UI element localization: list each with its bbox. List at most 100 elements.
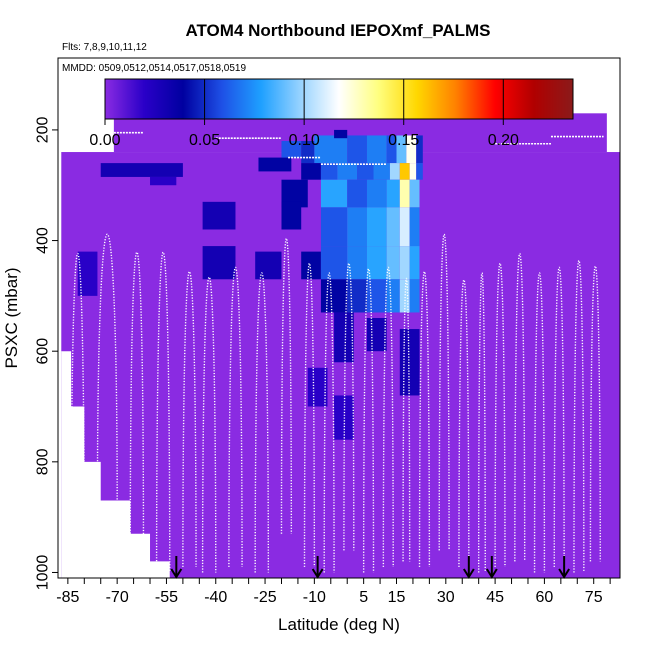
flight-track xyxy=(438,233,450,551)
x-axis-label: Latitude (deg N) xyxy=(278,615,400,634)
y-tick-label: 1000 xyxy=(35,555,52,591)
x-tick-label: -40 xyxy=(204,589,227,606)
heatmap-cell xyxy=(314,135,328,164)
heatmap-cell xyxy=(255,251,282,280)
heatmap-cell xyxy=(347,135,367,164)
heatmap-cell xyxy=(409,179,420,208)
heatmap-cell xyxy=(389,163,400,180)
flight-track xyxy=(155,251,171,573)
heatmap-cell xyxy=(337,163,358,180)
heatmap-cell xyxy=(409,246,420,280)
x-tick-label: -10 xyxy=(303,589,326,606)
heatmap-cell xyxy=(150,176,177,186)
heatmap-cell xyxy=(320,207,348,247)
heatmap-cell xyxy=(320,279,348,313)
heatmap-cell xyxy=(386,135,397,164)
heatmap-cell xyxy=(357,163,374,180)
colorbar-tick-label: 0.00 xyxy=(89,132,120,149)
heatmap-cell xyxy=(77,251,98,296)
flight-track xyxy=(418,271,431,567)
heatmap-cell xyxy=(347,207,367,247)
heatmap-cell xyxy=(320,179,348,208)
heatmap-cell xyxy=(301,251,321,280)
x-tick-label: -70 xyxy=(106,589,129,606)
x-tick-label: -25 xyxy=(253,589,276,606)
x-tick-label: -55 xyxy=(155,589,178,606)
x-axis: -85 -70 -55 -40 -25 -10 5 15 30 45 60 75 xyxy=(56,578,611,606)
heatmap-cell xyxy=(327,135,348,164)
heatmap-cell xyxy=(281,140,302,158)
arrow-markers xyxy=(170,556,570,579)
chart-title: ATOM4 Northbound IEPOXmf_PALMS xyxy=(185,21,490,40)
heatmap-cell xyxy=(366,135,387,164)
heatmap-cell xyxy=(399,207,410,247)
heatmap-cell xyxy=(320,163,338,180)
heatmap-cell xyxy=(366,318,387,352)
y-tick-label: 400 xyxy=(35,227,52,254)
x-tick-label: 15 xyxy=(388,589,406,606)
flight-tracks xyxy=(61,131,604,573)
colorbar-ticks: 0.00 0.05 0.10 0.15 0.20 xyxy=(89,79,519,149)
heatmap-cell xyxy=(399,329,420,396)
heatmap-cell xyxy=(281,201,302,230)
arrow-head xyxy=(170,568,183,579)
flight-track xyxy=(303,262,316,567)
heatmap-cell xyxy=(386,279,400,313)
heatmap-cell xyxy=(366,179,387,208)
heatmap-cell xyxy=(202,246,236,280)
arrow-head xyxy=(485,568,498,579)
heatmap-cell xyxy=(409,279,420,313)
heatmap-cell xyxy=(386,207,400,247)
heatmap-cell xyxy=(409,207,420,247)
y-tick-label: 800 xyxy=(35,448,52,475)
flight-track xyxy=(402,277,411,562)
x-tick-label: 45 xyxy=(486,589,504,606)
flights-label: Flts: 7,8,9,10,11,12 xyxy=(62,42,147,53)
heatmap-cell xyxy=(399,163,410,180)
y-axis: 200 400 600 800 1000 xyxy=(35,116,58,590)
x-tick-label: -85 xyxy=(56,589,79,606)
colorbar xyxy=(104,78,574,120)
flight-track xyxy=(96,233,118,501)
heatmap-cell xyxy=(320,246,348,280)
flight-track xyxy=(129,251,145,540)
heatmap-cell xyxy=(416,163,423,180)
flight-track xyxy=(573,259,585,573)
heatmap-cell xyxy=(202,201,236,230)
flight-track xyxy=(362,268,375,573)
heatmap-cell xyxy=(366,207,387,247)
heatmap-cell xyxy=(406,135,417,164)
heatmap-cell xyxy=(373,163,390,180)
dates-label: MMDD: 0509,0512,0514,0517,0518,0519 xyxy=(62,63,246,74)
x-tick-label: 75 xyxy=(585,589,603,606)
flight-track xyxy=(182,271,197,567)
colorbar-tick-label: 0.15 xyxy=(388,132,419,149)
heatmap-cells xyxy=(77,129,423,440)
heatmap-cell xyxy=(347,179,367,208)
arrow-head xyxy=(311,568,324,579)
heatmap-cell xyxy=(301,163,321,180)
heatmap-cell xyxy=(366,246,387,280)
flight-track xyxy=(514,253,526,562)
x-tick-label: 30 xyxy=(437,589,455,606)
colorbar-tick-label: 0.10 xyxy=(289,132,320,149)
heatmap-cell xyxy=(366,279,387,313)
flight-track xyxy=(494,262,506,567)
flight-track xyxy=(280,238,293,534)
heatmap-cell xyxy=(396,135,407,164)
heatmap-cell xyxy=(399,179,410,208)
colorbar-tick-label: 0.05 xyxy=(189,132,220,149)
empty-region xyxy=(61,351,170,578)
heatmap-cell xyxy=(386,246,400,280)
heatmap-cell xyxy=(334,312,354,363)
x-tick-label: 5 xyxy=(359,589,368,606)
flight-track xyxy=(343,262,355,551)
heatmap-cell xyxy=(334,129,348,139)
heatmap-cell xyxy=(258,157,292,172)
flight-track xyxy=(458,279,470,567)
plot-border xyxy=(57,57,621,579)
heatmap-cell xyxy=(409,163,417,180)
flight-track xyxy=(589,265,601,562)
heatmap-cell xyxy=(347,246,367,280)
